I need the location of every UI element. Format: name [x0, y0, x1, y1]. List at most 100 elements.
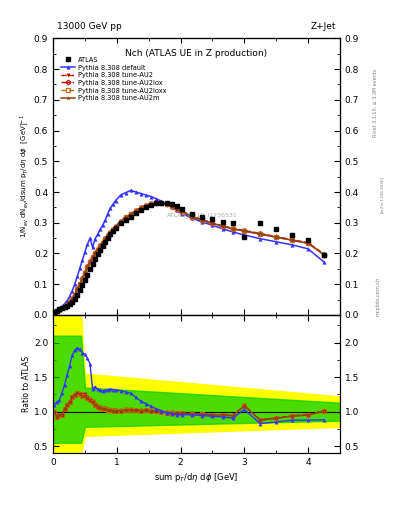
Pythia 8.308 default: [321, 259, 326, 265]
ATLAS: [108, 231, 113, 238]
Pythia 8.308 default: [220, 226, 225, 232]
Pythia 8.308 tune-AU2: [274, 233, 279, 240]
Pythia 8.308 tune-AU2m: [108, 230, 113, 236]
Pythia 8.308 tune-AU2m: [144, 202, 149, 208]
ATLAS: [159, 200, 164, 206]
Pythia 8.308 tune-AU2m: [62, 304, 67, 310]
Pythia 8.308 tune-AU2lox: [321, 251, 326, 258]
Pythia 8.308 default: [85, 241, 90, 247]
ATLAS: [85, 272, 90, 278]
Pythia 8.308 tune-AU2m: [149, 201, 154, 207]
Pythia 8.308 tune-AU2loxx: [95, 247, 100, 253]
Pythia 8.308 default: [154, 196, 159, 202]
Pythia 8.308 tune-AU2loxx: [75, 286, 80, 292]
Pythia 8.308 tune-AU2lox: [129, 211, 133, 217]
ATLAS: [220, 219, 225, 225]
Pythia 8.308 tune-AU2lox: [95, 247, 100, 253]
Pythia 8.308 tune-AU2m: [80, 275, 85, 282]
Pythia 8.308 tune-AU2lox: [83, 270, 87, 276]
Pythia 8.308 tune-AU2loxx: [70, 296, 75, 302]
Pythia 8.308 tune-AU2loxx: [220, 223, 225, 229]
Pythia 8.308 tune-AU2m: [101, 240, 105, 246]
Pythia 8.308 tune-AU2: [159, 200, 164, 206]
Pythia 8.308 default: [258, 236, 263, 242]
Pythia 8.308 tune-AU2: [169, 202, 174, 208]
Pythia 8.308 tune-AU2m: [164, 201, 169, 207]
Pythia 8.308 default: [139, 190, 143, 197]
Pythia 8.308 tune-AU2lox: [103, 236, 108, 242]
Pythia 8.308 tune-AU2loxx: [90, 254, 95, 261]
Pythia 8.308 tune-AU2lox: [62, 304, 67, 310]
Pythia 8.308 tune-AU2lox: [174, 205, 179, 211]
Pythia 8.308 tune-AU2m: [220, 223, 225, 229]
Pythia 8.308 default: [242, 232, 247, 238]
Pythia 8.308 default: [123, 189, 128, 196]
Pythia 8.308 default: [200, 219, 205, 225]
Text: ATLAS_2019_I1736531: ATLAS_2019_I1736531: [167, 212, 238, 218]
Pythia 8.308 default: [134, 189, 138, 195]
Pythia 8.308 default: [93, 236, 97, 242]
Pythia 8.308 tune-AU2loxx: [134, 208, 138, 214]
Pythia 8.308 default: [174, 207, 179, 214]
Pythia 8.308 tune-AU2loxx: [242, 228, 247, 234]
Pythia 8.308 tune-AU2: [95, 246, 100, 252]
Pythia 8.308 tune-AU2lox: [72, 291, 77, 297]
Pythia 8.308 tune-AU2loxx: [123, 215, 128, 221]
Pythia 8.308 tune-AU2: [80, 275, 85, 281]
Pythia 8.308 tune-AU2: [52, 309, 57, 315]
ATLAS: [144, 204, 149, 210]
Pythia 8.308 tune-AU2loxx: [67, 299, 72, 305]
Pythia 8.308 tune-AU2lox: [57, 307, 62, 313]
Pythia 8.308 tune-AU2lox: [154, 200, 159, 206]
Pythia 8.308 tune-AU2loxx: [103, 236, 108, 242]
Pythia 8.308 default: [306, 246, 310, 252]
Pythia 8.308 tune-AU2lox: [118, 219, 123, 225]
Pythia 8.308 tune-AU2loxx: [52, 309, 57, 315]
Pythia 8.308 tune-AU2: [106, 232, 110, 238]
Pythia 8.308 tune-AU2lox: [93, 250, 97, 257]
ATLAS: [55, 308, 59, 314]
Pythia 8.308 tune-AU2m: [290, 237, 294, 243]
ATLAS: [77, 287, 82, 293]
Pythia 8.308 tune-AU2loxx: [65, 302, 70, 308]
Pythia 8.308 tune-AU2m: [67, 299, 72, 305]
ATLAS: [174, 203, 179, 209]
Pythia 8.308 tune-AU2loxx: [321, 251, 326, 258]
Y-axis label: 1/N$_{\mathregular{ev}}$ dN$_{\mathregular{ev}}$/dsum p$_{T}$/d$\eta$ d$\phi$  [: 1/N$_{\mathregular{ev}}$ dN$_{\mathregul…: [18, 115, 31, 239]
Pythia 8.308 tune-AU2loxx: [60, 305, 64, 311]
Pythia 8.308 default: [129, 187, 133, 194]
Pythia 8.308 default: [118, 192, 123, 198]
Pythia 8.308 tune-AU2loxx: [154, 200, 159, 206]
Pythia 8.308 tune-AU2: [306, 240, 310, 246]
Pythia 8.308 tune-AU2: [75, 286, 80, 292]
ATLAS: [129, 214, 133, 220]
Pythia 8.308 tune-AU2m: [210, 220, 215, 226]
Line: Pythia 8.308 tune-AU2lox: Pythia 8.308 tune-AU2lox: [53, 201, 326, 313]
Pythia 8.308 tune-AU2loxx: [77, 281, 82, 287]
ATLAS: [190, 210, 195, 217]
Pythia 8.308 tune-AU2loxx: [210, 220, 215, 226]
Pythia 8.308 tune-AU2lox: [210, 220, 215, 226]
Pythia 8.308 default: [57, 305, 62, 311]
Pythia 8.308 default: [190, 215, 195, 221]
Pythia 8.308 tune-AU2m: [93, 250, 97, 257]
Pythia 8.308 tune-AU2loxx: [180, 208, 184, 215]
Pythia 8.308 tune-AU2: [180, 208, 184, 214]
Pythia 8.308 default: [113, 198, 118, 204]
Pythia 8.308 tune-AU2loxx: [57, 307, 62, 313]
Pythia 8.308 tune-AU2m: [103, 236, 108, 242]
Line: Pythia 8.308 tune-AU2m: Pythia 8.308 tune-AU2m: [52, 201, 327, 314]
Pythia 8.308 tune-AU2m: [95, 247, 100, 253]
Pythia 8.308 tune-AU2lox: [258, 231, 263, 237]
Pythia 8.308 tune-AU2lox: [306, 240, 310, 246]
ATLAS: [90, 261, 95, 267]
Pythia 8.308 tune-AU2m: [200, 217, 205, 223]
Pythia 8.308 tune-AU2m: [230, 226, 235, 232]
Pythia 8.308 tune-AU2loxx: [169, 203, 174, 209]
Pythia 8.308 tune-AU2: [65, 302, 70, 308]
Pythia 8.308 tune-AU2m: [98, 243, 103, 249]
Pythia 8.308 tune-AU2loxx: [55, 308, 59, 314]
ATLAS: [98, 247, 103, 253]
Text: mcplots.cern.ch: mcplots.cern.ch: [376, 278, 380, 316]
Pythia 8.308 tune-AU2: [55, 308, 59, 314]
